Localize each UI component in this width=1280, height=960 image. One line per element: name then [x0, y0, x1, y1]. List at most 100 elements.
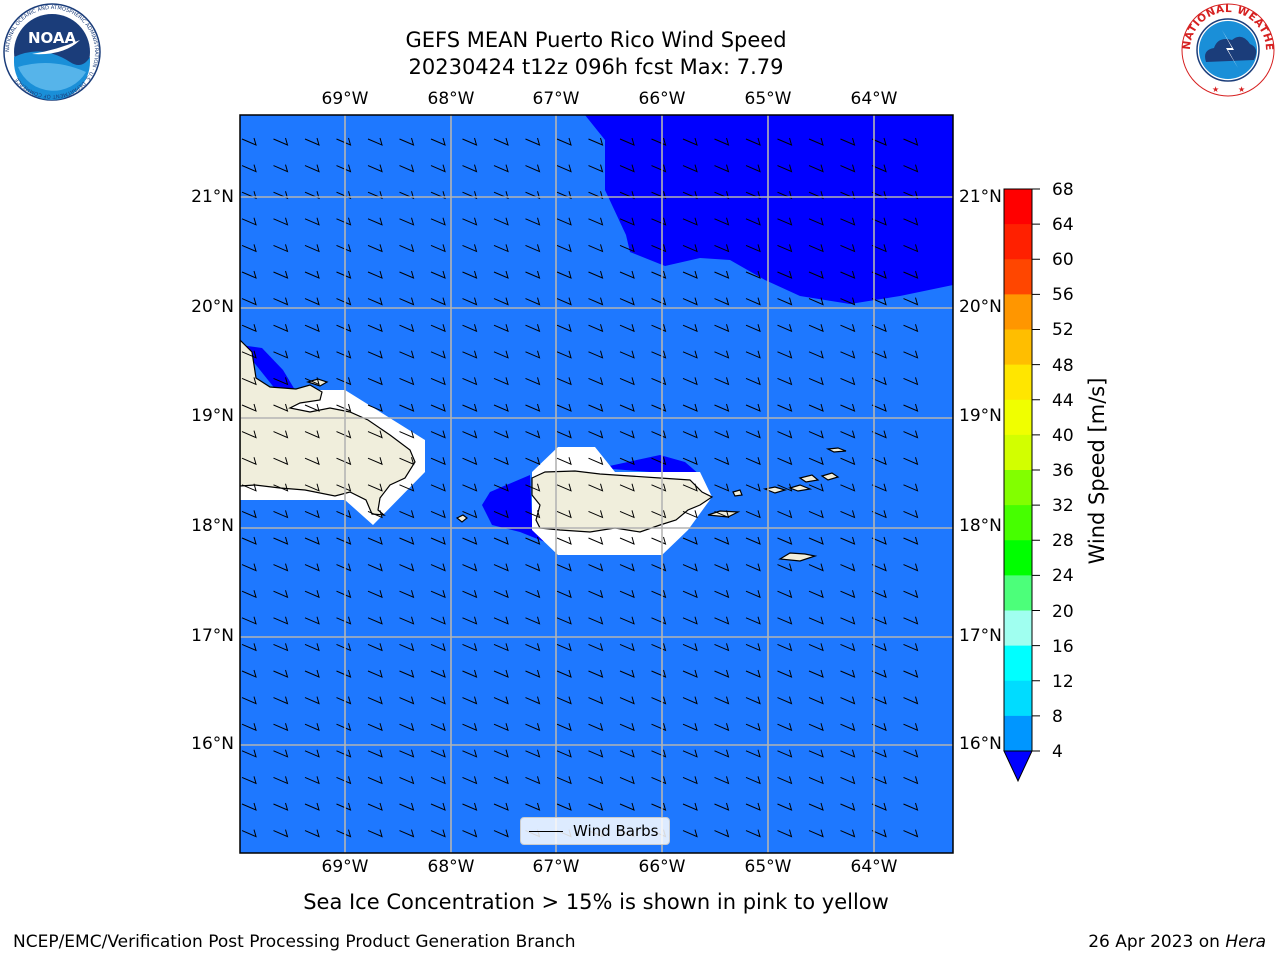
land-hispaniola [240, 339, 416, 516]
colorbar-swatch [1004, 540, 1032, 576]
wind-barb [525, 669, 541, 678]
wind-barb [399, 669, 415, 678]
wind-barb [651, 430, 667, 439]
wind-barb [808, 510, 824, 519]
wind-barb [903, 616, 919, 625]
wind-barb [588, 776, 604, 785]
wind-barb [430, 829, 446, 838]
wind-barb [588, 590, 604, 599]
wind-barb [399, 563, 415, 572]
lat-label-left: 18°N [191, 516, 234, 536]
wind-barb [367, 297, 383, 306]
wind-barb [525, 749, 541, 758]
wind-barb [241, 270, 257, 279]
wind-barb [871, 137, 887, 146]
land-puerto-rico [531, 470, 714, 533]
wind-barb [745, 457, 761, 466]
wind-barb [619, 403, 635, 412]
wind-barb [430, 510, 446, 519]
wind-barb [588, 377, 604, 386]
wind-barb [336, 510, 352, 519]
wind-barb [304, 563, 320, 572]
wind-barb [336, 749, 352, 758]
wind-barb [304, 244, 320, 253]
wind-barb [588, 669, 604, 678]
wind-barb [651, 723, 667, 732]
wind-barb [777, 669, 793, 678]
land-tortola [798, 474, 820, 483]
wind-barb [651, 324, 667, 333]
wind-barb [462, 270, 478, 279]
wind-barb [430, 403, 446, 412]
wind-barb [399, 590, 415, 599]
wind-barb [430, 350, 446, 359]
wind-barb [367, 723, 383, 732]
wind-barb [714, 457, 730, 466]
wind-barb [588, 616, 604, 625]
wind-barb [525, 723, 541, 732]
wind-barb [651, 137, 667, 146]
wind-barb [556, 616, 572, 625]
wind-barb [462, 643, 478, 652]
lat-label-left: 19°N [191, 406, 234, 426]
wind-barb [273, 191, 289, 200]
wind-barb [525, 377, 541, 386]
wind-barb [714, 350, 730, 359]
colorbar-tick-label: 24 [1052, 566, 1074, 586]
wind-barb [682, 616, 698, 625]
wind-barb [651, 802, 667, 811]
wind-barb [399, 191, 415, 200]
wind-barb [556, 297, 572, 306]
wind-barb [840, 217, 856, 226]
wind-barb [462, 244, 478, 253]
wind-barb [399, 510, 415, 519]
wind-barb [651, 403, 667, 412]
wind-barb [840, 297, 856, 306]
wind-barb [493, 324, 509, 333]
wind-barb [714, 829, 730, 838]
wind-barb [714, 191, 730, 200]
wind-barb [808, 802, 824, 811]
wind-barb [556, 164, 572, 173]
wind-barb [241, 217, 257, 226]
wind-barb [714, 377, 730, 386]
wind-barb [619, 616, 635, 625]
wind-barb [588, 217, 604, 226]
wind-barb [336, 643, 352, 652]
wind-barb [745, 244, 761, 253]
colorbar-swatch [1004, 399, 1032, 436]
wind-barb [808, 723, 824, 732]
colorbar-title: Wind Speed [m/s] [1085, 377, 1109, 565]
wind-barb [745, 403, 761, 412]
wind-barb [871, 749, 887, 758]
wind-barb [903, 191, 919, 200]
wind-barb [682, 403, 698, 412]
wind-barb [462, 457, 478, 466]
wind-barb [682, 696, 698, 705]
wind-barb [871, 563, 887, 572]
wind-barb [903, 590, 919, 599]
wind-barb [525, 510, 541, 519]
wind-barb [273, 297, 289, 306]
wind-barb [651, 164, 667, 173]
wind-barb [682, 244, 698, 253]
wind-barb [714, 164, 730, 173]
wind-barb [241, 590, 257, 599]
wind-barb [556, 403, 572, 412]
wind-barb [336, 483, 352, 492]
wind-barb [840, 749, 856, 758]
wind-barb [336, 164, 352, 173]
wind-barb [304, 457, 320, 466]
wind-barb [808, 457, 824, 466]
wind-barb [777, 802, 793, 811]
colorbar-extend-arrow [1003, 750, 1033, 783]
colorbar-tick-label: 8 [1052, 707, 1063, 727]
wind-barb [808, 590, 824, 599]
wind-barb [808, 776, 824, 785]
land-virgin-gorda [820, 472, 840, 481]
wind-barb [588, 563, 604, 572]
wind-barb [493, 403, 509, 412]
land-st-john [788, 484, 813, 492]
colorbar-tick-label: 16 [1052, 637, 1074, 657]
